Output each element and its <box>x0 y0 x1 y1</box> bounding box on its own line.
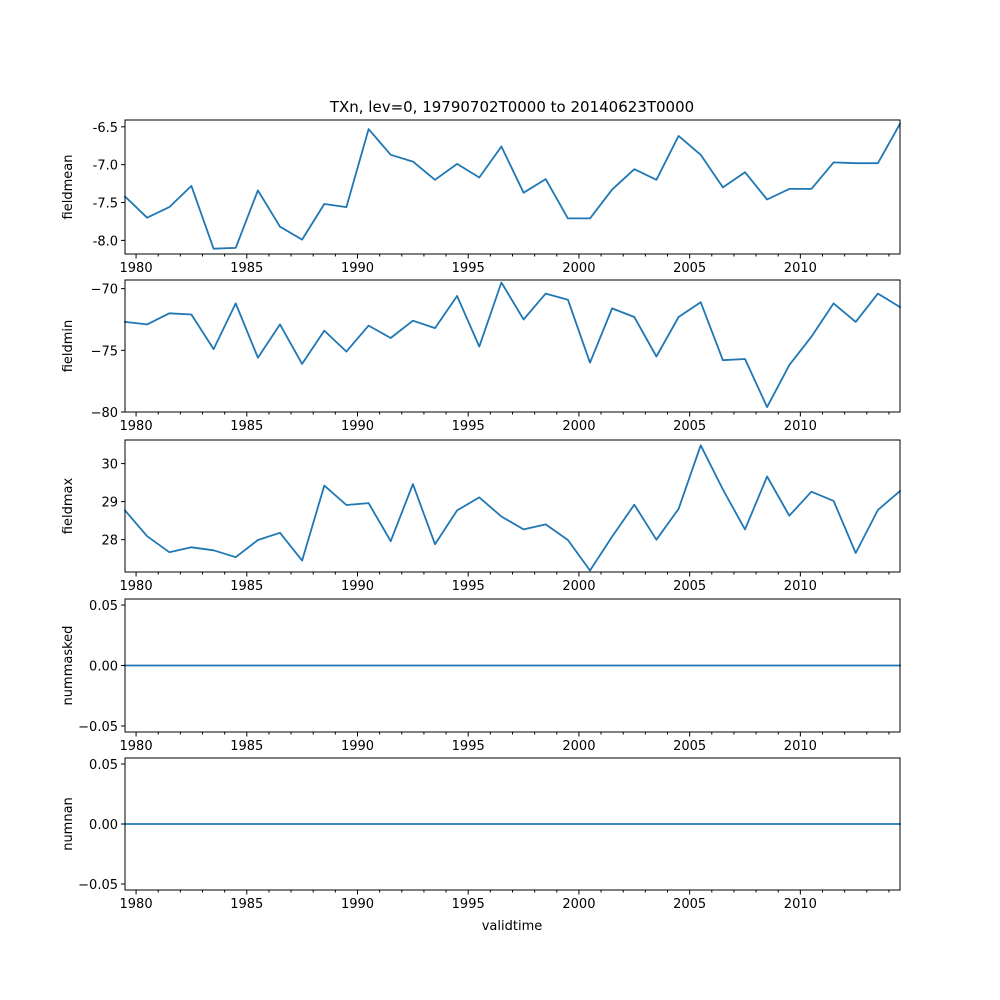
nummasked-x-tick-label: 1990 <box>341 739 374 754</box>
fieldmin-y-tick-label: −70 <box>91 283 118 298</box>
numnan-x-tick-label: 1990 <box>341 897 374 912</box>
fieldmax-y-axis-label: fieldmax <box>61 478 76 535</box>
chart-title: TXn, lev=0, 19790702T0000 to 20140623T00… <box>329 98 694 116</box>
x-axis-label: validtime <box>482 919 543 934</box>
numnan-y-tick-label: 0.05 <box>89 758 118 773</box>
fieldmean-y-tick-label: -7.0 <box>93 159 118 174</box>
fieldmax-x-tick-label: 2010 <box>784 579 817 594</box>
numnan-x-tick-label: 2000 <box>562 897 595 912</box>
nummasked-y-axis-label: nummasked <box>61 626 76 706</box>
numnan-x-tick-label: 1980 <box>120 897 153 912</box>
fieldmin-x-tick-label: 1985 <box>230 419 263 434</box>
fieldmax-series-line <box>123 444 902 572</box>
fieldmin-series-line <box>124 281 902 409</box>
fieldmean-x-tick-label: 1985 <box>230 261 263 276</box>
fieldmax-y-tick-label: 28 <box>101 534 118 549</box>
panel-fieldmean: -6.5 -7.0 -7.5 -8.0 fieldmean 1980 1985 1990 199… <box>61 119 902 276</box>
fieldmin-x-tick-label: 2000 <box>562 419 595 434</box>
fieldmean-y-axis-label: fieldmean <box>61 155 76 220</box>
fieldmin-x-tick-label: 1990 <box>341 419 374 434</box>
fieldmin-x-tick-label: 1980 <box>120 419 153 434</box>
fieldmin-y-axis-label: fieldmin <box>61 320 76 373</box>
fieldmean-y-tick-label: -7.5 <box>93 197 118 212</box>
fieldmean-x-tick-label: 2010 <box>784 261 817 276</box>
nummasked-x-tick-label: 2005 <box>673 739 706 754</box>
fieldmean-x-tick-label: 2000 <box>562 261 595 276</box>
nummasked-y-tick-label: −0.05 <box>78 720 118 735</box>
nummasked-x-tick-label: 2010 <box>784 739 817 754</box>
fieldmin-x-tick-label: 1995 <box>452 419 485 434</box>
fieldmean-y-tick-label: -6.5 <box>93 121 118 136</box>
fieldmin-y-tick-label: −75 <box>91 344 118 359</box>
numnan-y-tick-label: −0.05 <box>78 878 118 893</box>
fieldmax-x-tick-label: 1985 <box>230 579 263 594</box>
panel-fieldmin: −70 −75 −80 fieldmin 1980 1985 1990 1995 2000 200… <box>61 279 902 434</box>
fieldmax-x-tick-label: 1980 <box>120 579 153 594</box>
numnan-x-tick-label: 1995 <box>452 897 485 912</box>
fieldmean-x-tick-label: 1990 <box>341 261 374 276</box>
fieldmean-y-tick-label: -8.0 <box>93 234 118 249</box>
panels-container: -6.5 -7.0 -7.5 -8.0 fieldmean 1980 1985 1990 199… <box>61 119 902 912</box>
numnan-x-tick-label: 2005 <box>673 897 706 912</box>
numnan-y-axis-label: numnan <box>61 797 76 851</box>
fieldmin-x-tick-label: 2005 <box>673 419 706 434</box>
fieldmax-x-tick-label: 2005 <box>673 579 706 594</box>
fieldmax-y-tick-label: 30 <box>101 458 118 473</box>
nummasked-y-tick-label: 0.00 <box>89 660 118 675</box>
nummasked-y-tick-label: 0.05 <box>89 599 118 614</box>
fieldmean-x-tick-label: 1980 <box>120 261 153 276</box>
numnan-x-tick-label: 1985 <box>230 897 263 912</box>
panel-numnan: 0.05 0.00 −0.05 numnan 1980 1985 1990 1995 2000 2… <box>61 757 901 912</box>
fieldmax-x-tick-label: 1995 <box>452 579 485 594</box>
nummasked-x-tick-label: 1985 <box>230 739 263 754</box>
nummasked-x-tick-label: 1980 <box>120 739 153 754</box>
numnan-x-tick-label: 2010 <box>784 897 817 912</box>
fieldmean-x-tick-label: 1995 <box>452 261 485 276</box>
fieldmin-y-tick-label: −80 <box>91 406 118 421</box>
fieldmax-x-tick-label: 2000 <box>562 579 595 594</box>
nummasked-x-tick-label: 1995 <box>452 739 485 754</box>
fieldmin-x-tick-label: 2010 <box>784 419 817 434</box>
panel-fieldmax: 28 29 30 fieldmax 1980 1985 1990 1995 2000 2005 20… <box>61 439 902 594</box>
numnan-y-tick-label: 0.00 <box>89 818 118 833</box>
fieldmax-x-tick-label: 1990 <box>341 579 374 594</box>
nummasked-x-tick-label: 2000 <box>562 739 595 754</box>
fieldmax-y-tick-label: 29 <box>101 496 118 511</box>
fieldmean-x-tick-label: 2005 <box>673 261 706 276</box>
fieldmean-series-line <box>123 122 902 250</box>
